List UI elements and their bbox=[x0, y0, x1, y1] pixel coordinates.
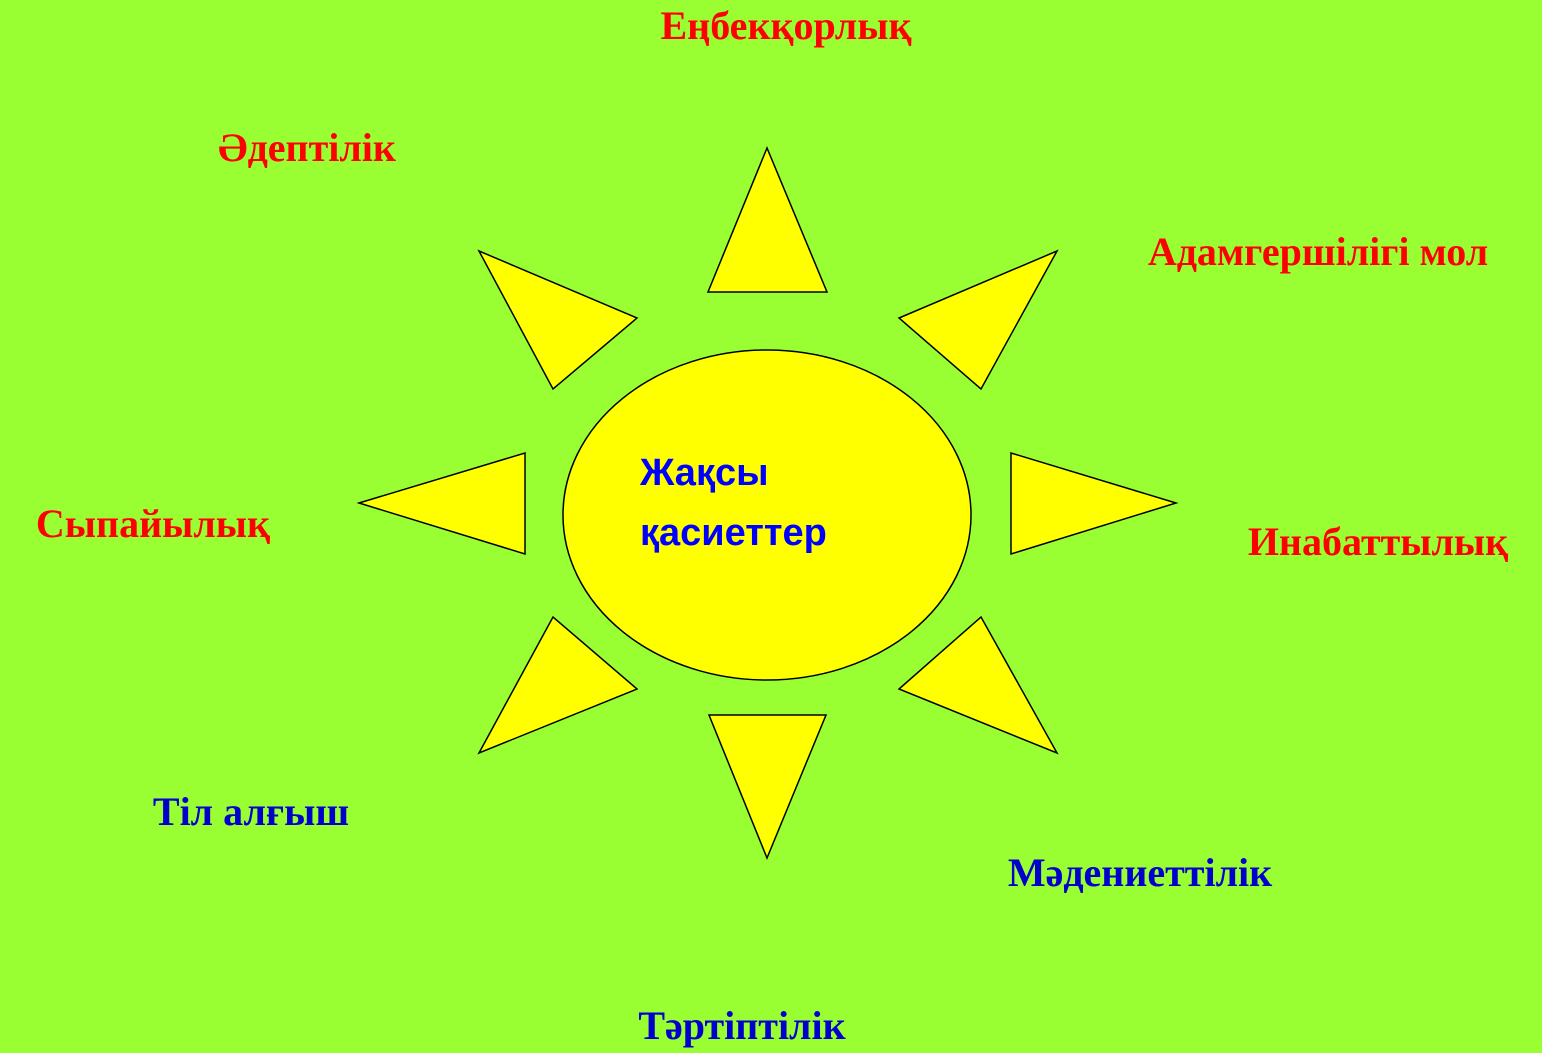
node-label: Сыпайылық bbox=[36, 501, 270, 546]
node-label: Мәдениеттілік bbox=[1008, 850, 1272, 895]
page: Жақсы қасиеттер Еңбекқорлық Әдептілік Ад… bbox=[0, 0, 1542, 1053]
node-label: Тәртіптілік bbox=[638, 1003, 845, 1048]
diagram: Жақсы қасиеттер Еңбекқорлық Әдептілік Ад… bbox=[0, 0, 1542, 1053]
center-label: Жақсы bbox=[639, 452, 769, 494]
node-label: Адамгершілігі мол bbox=[1148, 229, 1488, 274]
node-label: Инабаттылық bbox=[1248, 519, 1508, 564]
node-label: Еңбекқорлық bbox=[660, 3, 911, 48]
node-label: Тіл алғыш bbox=[153, 789, 349, 834]
node-label: Әдептілік bbox=[218, 125, 396, 170]
center-label: қасиеттер bbox=[640, 512, 827, 554]
